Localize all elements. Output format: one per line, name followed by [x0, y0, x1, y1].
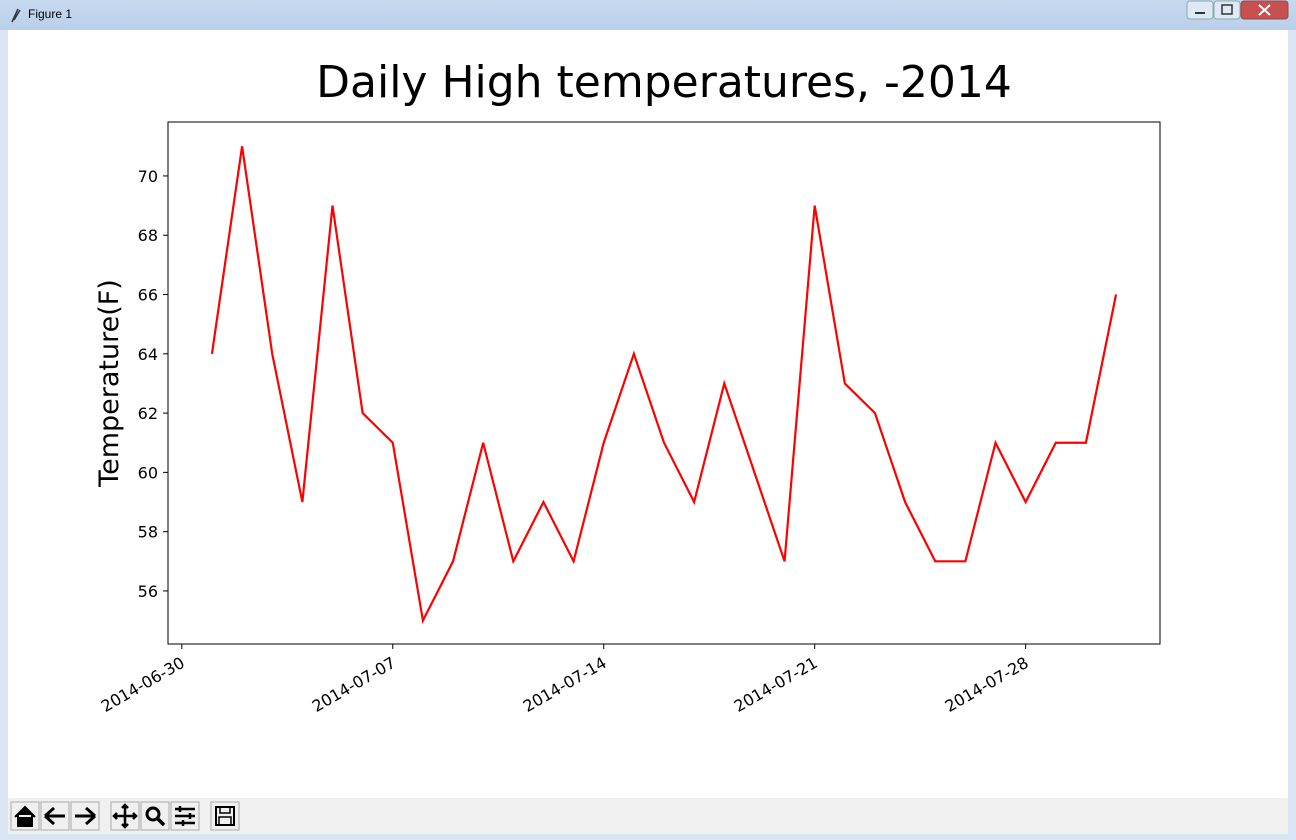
toolbar-buttons	[10, 801, 240, 831]
app-icon	[11, 8, 21, 23]
x-tick-label: 2014-06-30	[98, 653, 188, 716]
minimize-button[interactable]	[1186, 0, 1214, 20]
forward-button[interactable]	[70, 801, 100, 831]
zoom-button[interactable]	[140, 801, 170, 831]
x-tick-label: 2014-07-21	[731, 653, 821, 716]
chart-title: Daily High temperatures, -2014	[316, 57, 1012, 108]
toolbar	[8, 798, 1288, 834]
y-tick-label: 64	[138, 345, 158, 364]
x-tick-label: 2014-07-14	[520, 653, 610, 716]
y-tick-label: 68	[138, 226, 158, 245]
y-tick-label: 60	[138, 463, 158, 482]
save-button[interactable]	[210, 801, 240, 831]
x-tick-label: 2014-07-07	[309, 653, 399, 716]
y-tick-label: 58	[138, 523, 158, 542]
data-line	[210, 146, 1118, 625]
window-title: Figure 1	[28, 7, 73, 21]
y-tick-label: 56	[138, 582, 158, 601]
maximize-button[interactable]	[1213, 0, 1241, 20]
back-button[interactable]	[40, 801, 70, 831]
pan-button[interactable]	[110, 801, 140, 831]
x-tick-label: 2014-07-28	[942, 653, 1032, 716]
y-axis-label: Temperature(F)	[94, 279, 125, 488]
plot-frame	[167, 121, 1161, 645]
title-bar: Figure 1	[0, 0, 1296, 30]
y-tick-label: 70	[138, 167, 158, 186]
configure-button[interactable]	[170, 801, 200, 831]
y-tick-label: 66	[138, 286, 158, 305]
window-controls[interactable]	[1186, 0, 1290, 22]
y-tick-label: 62	[138, 404, 158, 423]
chart: Daily High temperatures, -2014 Temperatu…	[8, 30, 1288, 798]
home-button[interactable]	[10, 801, 40, 831]
